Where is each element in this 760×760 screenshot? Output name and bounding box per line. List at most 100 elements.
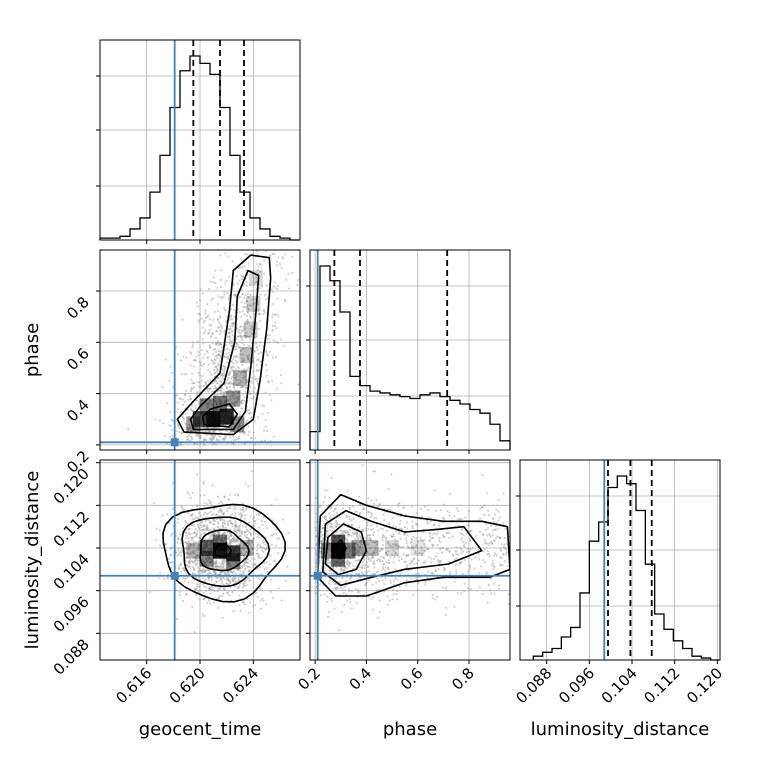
scatter-point (343, 529, 346, 533)
scatter-point (216, 318, 220, 321)
scatter-point (280, 338, 283, 341)
scatter-point (216, 382, 219, 385)
scatter-point (219, 323, 222, 326)
scatter-point (233, 514, 236, 517)
density-cell (206, 411, 221, 428)
scatter-point (348, 587, 351, 591)
scatter-point (391, 516, 394, 520)
scatter-point (243, 369, 246, 372)
x-tick-label-phase: 0.4 (346, 664, 376, 694)
scatter-point (238, 279, 241, 282)
scatter-point (367, 538, 370, 541)
scatter-point (228, 342, 231, 345)
scatter-point (221, 565, 225, 568)
scatter-point (511, 577, 513, 579)
scatter-point (328, 561, 332, 564)
scatter-point (286, 565, 289, 568)
scatter-point (244, 293, 247, 296)
scatter-point (345, 515, 348, 518)
scatter-point (200, 569, 203, 572)
scatter-point (221, 368, 224, 371)
scatter-point (237, 356, 240, 359)
scatter-point (199, 588, 202, 591)
scatter-point (205, 557, 209, 561)
scatter-point (442, 569, 446, 572)
scatter-point (240, 407, 243, 410)
scatter-point (232, 282, 235, 285)
scatter-point (210, 504, 213, 507)
scatter-point (200, 521, 203, 524)
scatter-point (238, 526, 241, 529)
scatter-point (224, 367, 227, 370)
scatter-point (262, 272, 266, 275)
scatter-point (231, 334, 234, 337)
scatter-point (382, 582, 386, 586)
scatter-point (217, 565, 220, 568)
scatter-point (201, 572, 204, 575)
scatter-point (217, 565, 221, 568)
scatter-point (256, 416, 260, 419)
scatter-point (225, 576, 228, 579)
scatter-point (511, 525, 513, 527)
scatter-point (375, 571, 379, 574)
scatter-point (357, 588, 360, 591)
scatter-point (273, 533, 276, 536)
scatter-point (202, 560, 205, 563)
scatter-point (209, 556, 212, 560)
scatter-point (511, 531, 513, 533)
scatter-point (466, 550, 469, 554)
density-cell (385, 540, 400, 556)
scatter-point (319, 546, 322, 549)
scatter-point (394, 544, 398, 547)
scatter-point (228, 241, 230, 243)
scatter-point (198, 585, 201, 589)
scatter-point (398, 545, 401, 549)
scatter-point (405, 521, 409, 524)
scatter-point (398, 555, 401, 558)
scatter-point (214, 336, 217, 340)
scatter-point (511, 568, 513, 570)
y-tick-label-luminosity-distance: 0.096 (50, 593, 93, 636)
scatter-point (213, 532, 217, 535)
scatter-point (171, 419, 174, 422)
scatter-point (241, 347, 244, 350)
scatter-point (249, 338, 252, 341)
scatter-point (203, 532, 206, 535)
scatter-point (209, 602, 212, 605)
scatter-point (244, 578, 248, 582)
scatter-point (314, 561, 318, 564)
scatter-point (230, 570, 233, 574)
scatter-point (213, 523, 216, 526)
scatter-point (210, 560, 213, 563)
scatter-point (284, 300, 287, 303)
scatter-point (192, 382, 195, 385)
scatter-point (445, 548, 448, 551)
scatter-point (230, 538, 233, 541)
scatter-point (460, 561, 463, 564)
scatter-point (197, 547, 200, 550)
scatter-point (417, 572, 420, 575)
scatter-point (241, 310, 244, 313)
scatter-point (388, 523, 391, 526)
scatter-point (208, 528, 211, 531)
scatter-point (200, 317, 203, 320)
scatter-point (216, 353, 219, 357)
scatter-point (247, 579, 251, 582)
scatter-point (243, 582, 246, 585)
scatter-point (223, 570, 226, 573)
scatter-point (262, 309, 266, 312)
scatter-point (244, 372, 247, 375)
scatter-point (228, 275, 231, 278)
scatter-point (455, 563, 458, 566)
scatter-point (403, 526, 406, 529)
scatter-point (348, 597, 351, 600)
scatter-point (222, 391, 225, 394)
scatter-point (212, 363, 215, 366)
scatter-point (240, 385, 243, 388)
scatter-point (373, 566, 376, 569)
scatter-point (241, 360, 244, 363)
scatter-point (176, 401, 179, 404)
scatter-point (238, 525, 241, 528)
scatter-point (224, 571, 227, 574)
scatter-point (405, 539, 408, 542)
